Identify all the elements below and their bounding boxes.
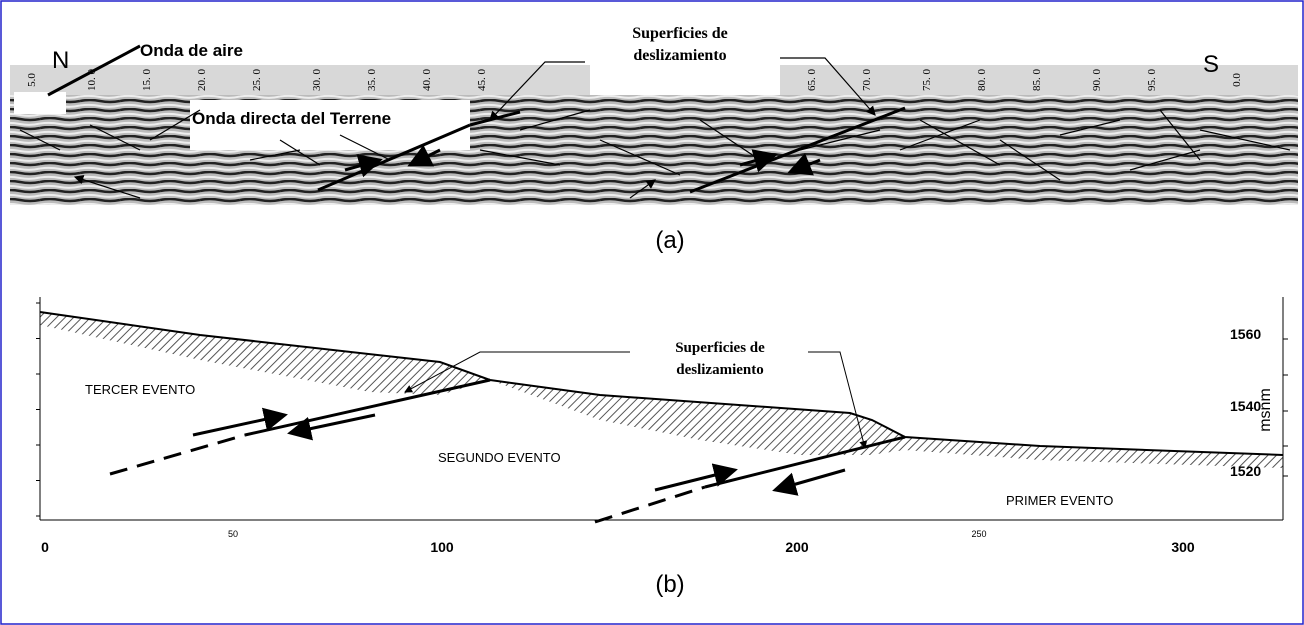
slip-label-line: deslizamiento — [676, 362, 764, 378]
slip-label-line: Superficies de — [632, 25, 728, 42]
scale-label: 85. 0 — [1031, 69, 1043, 92]
scale-label: 35. 0 — [366, 69, 378, 92]
scale-label: 90. 0 — [1091, 69, 1103, 92]
x-tick-label: 50 — [228, 529, 238, 539]
ground-surface — [40, 312, 1283, 455]
south: S — [1203, 51, 1219, 78]
scale-label: 20. 0 — [196, 69, 208, 92]
slip-label-line: deslizamiento — [633, 47, 726, 64]
x-tick-label: 300 — [1171, 539, 1195, 555]
slip-label-line: Superficies de — [675, 340, 765, 356]
scale-label: 70. 0 — [861, 69, 873, 92]
y-axis-title: msnm — [1257, 388, 1274, 432]
scale-label: 30. 0 — [311, 69, 323, 92]
y-tick-label: 1520 — [1230, 463, 1261, 479]
direct-wave: Onda directa del Terrene — [192, 109, 391, 128]
y-tick-label: 1560 — [1230, 326, 1261, 342]
x-tick-label: 100 — [430, 539, 454, 555]
x-tick-label: 0 — [41, 539, 49, 555]
scale-label: 45. 0 — [476, 69, 488, 92]
event-label: SEGUNDO EVENTO — [438, 450, 561, 465]
air-wave: Onda de aire — [140, 41, 243, 60]
north: N — [52, 47, 69, 74]
scale-label: 80. 0 — [976, 69, 988, 92]
x-tick-label: 200 — [785, 539, 809, 555]
figure: N S Onda de aire Onda directa del Terren… — [0, 0, 1304, 625]
scale-label: 25. 0 — [251, 69, 263, 92]
scale-label: 5.0 — [26, 73, 38, 87]
scale-label: 15. 0 — [141, 69, 153, 92]
scale-label: 10. 0 — [86, 69, 98, 92]
panel-label: (a) — [655, 227, 684, 254]
scale-label: 75. 0 — [921, 69, 933, 92]
scale-label: 40. 0 — [421, 69, 433, 92]
scale-label: 0.0 — [1231, 73, 1243, 87]
scale-label: 95. 0 — [1146, 69, 1158, 92]
event-label: TERCER EVENTO — [85, 382, 195, 397]
colluvium — [40, 312, 1283, 468]
mask — [14, 92, 66, 114]
event-label: PRIMER EVENTO — [1006, 493, 1113, 508]
x-tick-label: 250 — [971, 529, 986, 539]
scale-label: 65. 0 — [806, 69, 818, 92]
panel-label: (b) — [655, 571, 684, 598]
